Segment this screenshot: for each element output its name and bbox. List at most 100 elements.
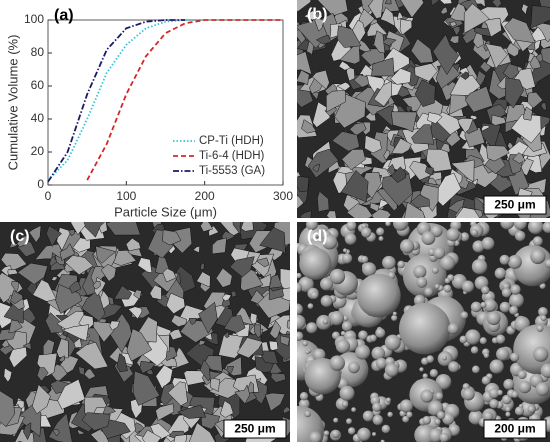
particle (406, 411, 413, 418)
particle (36, 367, 49, 382)
particle (329, 311, 344, 326)
particle (535, 52, 543, 63)
particle (198, 301, 218, 334)
particle (460, 71, 470, 80)
particle (538, 306, 548, 317)
particle (326, 90, 346, 113)
particle (282, 406, 290, 414)
particle (410, 194, 430, 208)
particle (28, 224, 42, 243)
particle (364, 135, 382, 154)
y-tick-label: 40 (31, 111, 45, 125)
particle (226, 366, 235, 374)
particle (504, 17, 537, 44)
particle (536, 324, 544, 332)
particle (431, 266, 439, 274)
particle (518, 380, 532, 394)
particle (456, 118, 474, 134)
particle (513, 222, 527, 230)
particle (11, 280, 19, 293)
particle (320, 277, 334, 291)
particle (340, 170, 369, 203)
particle (3, 367, 13, 383)
particle (503, 378, 515, 390)
particle (375, 357, 387, 369)
particle (505, 406, 511, 412)
particle (166, 292, 186, 315)
x-axis-label: Particle Size (μm) (114, 204, 217, 219)
particle (484, 43, 509, 70)
particle (155, 403, 175, 421)
particle (221, 293, 232, 302)
particle (376, 227, 385, 236)
particle (535, 382, 550, 397)
particle (413, 265, 427, 279)
x-tick-label: 200 (195, 189, 215, 203)
particle (399, 19, 413, 36)
particle (530, 248, 546, 265)
particle (57, 378, 86, 410)
particle (105, 222, 141, 236)
particle (381, 173, 413, 207)
particle (173, 434, 188, 442)
particle (428, 428, 443, 442)
particle (430, 0, 440, 7)
particle (54, 254, 65, 265)
particle (306, 222, 318, 231)
sem-image: (d) 200 μm (297, 222, 550, 442)
particle (240, 222, 254, 232)
particle (36, 352, 58, 377)
particle (268, 274, 283, 290)
particle (373, 30, 386, 54)
particle (317, 190, 330, 213)
particle (527, 405, 536, 414)
particle (229, 256, 255, 278)
particle (346, 222, 357, 231)
particle (113, 285, 133, 300)
particle (499, 301, 511, 313)
particle (507, 254, 522, 269)
particle (481, 375, 491, 385)
particle (460, 232, 470, 242)
particle (463, 3, 490, 34)
particle (312, 163, 321, 173)
particle (500, 222, 515, 230)
particle (55, 283, 83, 314)
particle (392, 222, 409, 231)
particle (399, 399, 414, 413)
scale-bar-label: 250 μm (494, 198, 535, 212)
particle (410, 38, 434, 64)
particle (370, 57, 395, 77)
series-line (86, 19, 283, 181)
particle (81, 412, 111, 431)
particle (370, 208, 392, 218)
particle (308, 431, 322, 442)
particle (1, 340, 10, 348)
particle (521, 3, 529, 16)
particle (392, 311, 397, 316)
particle (298, 276, 314, 293)
particle (460, 311, 469, 320)
particle (109, 320, 120, 331)
particle (279, 268, 290, 290)
particle (268, 340, 279, 351)
particle (64, 255, 94, 276)
particle (439, 432, 450, 442)
particle (188, 422, 216, 442)
particle (297, 0, 312, 13)
particle (381, 424, 391, 434)
particle (427, 112, 443, 124)
particle (447, 323, 459, 335)
particle (420, 389, 434, 403)
particle (383, 149, 391, 161)
particle (425, 166, 434, 175)
particle (434, 418, 441, 425)
particle (470, 301, 482, 313)
particle (297, 331, 304, 341)
particle (533, 346, 549, 362)
particle (421, 231, 436, 246)
particle (444, 277, 451, 284)
particle (529, 5, 550, 29)
particle (92, 280, 101, 290)
